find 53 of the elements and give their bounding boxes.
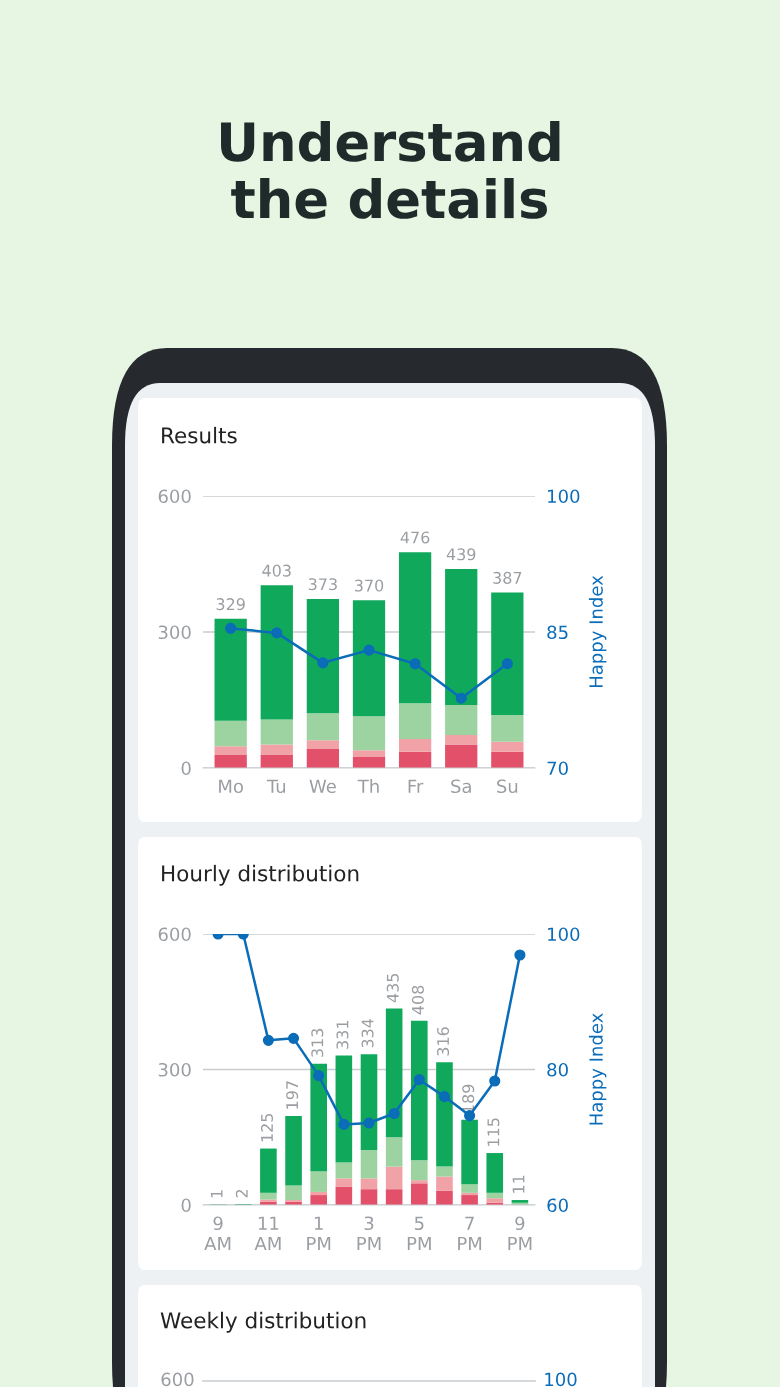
- total-label: 370: [354, 579, 384, 592]
- y2-tick-label: 100: [548, 927, 580, 942]
- y2-tick-label: 85: [547, 625, 568, 640]
- x-tick-label: Tu: [266, 779, 286, 794]
- x-tick-label: We: [309, 779, 336, 794]
- x-tick-label: Mo: [219, 779, 243, 794]
- chart-title: Hourly distribution: [162, 864, 359, 886]
- y-tick-label: 600: [158, 489, 191, 504]
- y-tick-label: 0: [181, 1198, 191, 1213]
- total-label: 476: [400, 531, 430, 544]
- x-tick-label: 3 PM: [357, 1216, 381, 1251]
- total-label: 403: [262, 564, 291, 577]
- y2-tick-label: 60: [547, 1198, 568, 1213]
- total-label: 125: [260, 1113, 274, 1142]
- total-label: 408: [411, 985, 424, 1015]
- x-tick-label: 5 PM: [407, 1216, 431, 1251]
- total-label: 197: [286, 1081, 299, 1109]
- total-label: 329: [216, 598, 245, 611]
- total-label: 189: [462, 1084, 475, 1113]
- x-tick-label: Su: [497, 779, 518, 794]
- total-label: 115: [487, 1118, 500, 1146]
- x-tick-label: 7 PM: [458, 1216, 482, 1251]
- x-tick-label: 1 PM: [307, 1216, 331, 1251]
- y-tick-label: 300: [158, 1062, 191, 1077]
- y2-tick-label: 100: [548, 489, 580, 504]
- total-label: 435: [386, 973, 399, 1003]
- y2-axis-title: Happy Index: [588, 1013, 607, 1125]
- x-tick-label: 11 AM: [254, 1216, 281, 1251]
- text: Weekly distribution: [160, 1311, 366, 1333]
- x-tick-label: Sa: [451, 779, 471, 794]
- x-tick-label: 9 PM: [508, 1216, 532, 1251]
- y2-tick-label: 80: [547, 1062, 568, 1077]
- total-label: 316: [437, 1027, 450, 1056]
- text: Understand the details: [221, 120, 560, 219]
- total-label: 331: [336, 1020, 349, 1049]
- total-label: 439: [446, 548, 476, 561]
- total-label: 387: [493, 571, 522, 584]
- chart-title: Results: [162, 426, 237, 444]
- x-tick-label: Fr: [408, 779, 424, 793]
- y-tick-label: 300: [158, 625, 191, 640]
- total-label: 313: [311, 1028, 324, 1057]
- x-tick-label: Th: [357, 779, 379, 793]
- y2-axis-title: Happy Index: [588, 575, 607, 688]
- y2-tick-label: 70: [547, 761, 568, 776]
- total-label: 373: [308, 578, 337, 591]
- total-label: 334: [361, 1019, 374, 1048]
- total-label: 11: [512, 1175, 525, 1193]
- y-tick-label: 600: [158, 927, 191, 942]
- y-tick-label: 0: [181, 761, 191, 776]
- x-tick-label: 9 AM: [204, 1216, 231, 1251]
- total-label: 2: [235, 1189, 248, 1198]
- total-label: 1: [210, 1190, 223, 1198]
- text: 100: [545, 1372, 577, 1387]
